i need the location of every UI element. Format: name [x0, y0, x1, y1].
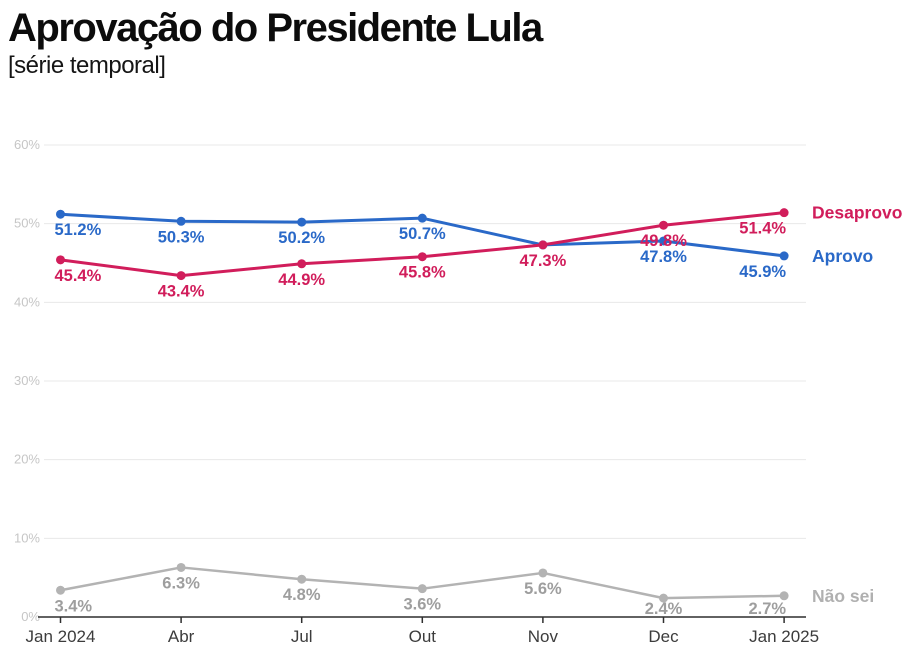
desaprovo-data-point[interactable]: [659, 220, 668, 230]
nao-sei-data-label: 5.6%: [524, 580, 562, 598]
nao-sei-data-label: 2.4%: [645, 600, 683, 618]
nao-sei-data-label: 6.3%: [162, 574, 200, 592]
nao-sei-data-label: 2.7%: [748, 600, 786, 618]
y-tick-label: 60%: [14, 137, 40, 152]
desaprovo-data-label: 49.8%: [640, 232, 687, 250]
x-tick-label: Jan 2024: [26, 627, 96, 646]
desaprovo-data-label: 45.4%: [55, 267, 102, 285]
x-tick-label: Nov: [528, 627, 559, 646]
y-tick-label: 20%: [14, 452, 40, 467]
series-end-label-desaprovo: Desaprovo: [812, 203, 902, 223]
aprovo-data-point[interactable]: [297, 217, 307, 227]
nao-sei-data-label: 3.4%: [55, 597, 93, 615]
nao-sei-data-label: 3.6%: [403, 596, 441, 614]
nao-sei-data-point[interactable]: [779, 591, 789, 601]
nao-sei-data-point[interactable]: [417, 584, 427, 594]
series-end-label-nao-sei: Não sei: [812, 586, 874, 606]
nao-sei-data-point[interactable]: [538, 568, 548, 578]
aprovo-data-point[interactable]: [659, 236, 668, 246]
page-title: Aprovação do Presidente Lula: [8, 6, 543, 50]
desaprovo-data-point[interactable]: [779, 208, 789, 218]
aprovo-data-label: 50.2%: [278, 229, 325, 247]
aprovo-data-label: 45.9%: [739, 263, 786, 281]
desaprovo-data-label: 47.3%: [520, 252, 567, 270]
aprovo-data-point[interactable]: [779, 251, 789, 261]
desaprovo-data-label: 51.4%: [739, 220, 786, 238]
desaprovo-data-point[interactable]: [538, 240, 548, 250]
aprovo-data-label: 50.7%: [399, 225, 446, 243]
nao-sei-data-point[interactable]: [659, 593, 668, 603]
x-tick-label: Jan 2025: [749, 627, 819, 646]
series-end-label-aprovo: Aprovo: [812, 246, 873, 266]
desaprovo-data-label: 44.9%: [278, 271, 325, 289]
aprovo-data-point[interactable]: [176, 216, 186, 226]
desaprovo-data-label: 45.8%: [399, 264, 446, 282]
y-tick-label: 40%: [14, 294, 40, 309]
aprovo-data-label: 50.3%: [158, 228, 205, 246]
desaprovo-data-point[interactable]: [56, 255, 65, 265]
y-tick-label: 10%: [14, 530, 40, 545]
aprovo-data-label: 47.8%: [640, 248, 687, 266]
page-subtitle: [série temporal]: [8, 52, 166, 79]
nao-sei-data-label: 4.8%: [283, 586, 321, 604]
y-tick-label: 50%: [14, 216, 40, 231]
nao-sei-data-point[interactable]: [176, 562, 186, 572]
aprovo-data-point[interactable]: [417, 213, 427, 223]
x-tick-label: Jul: [291, 627, 313, 646]
desaprovo-data-point[interactable]: [176, 271, 186, 281]
aprovo-data-label: 51.2%: [55, 221, 102, 239]
x-tick-label: Out: [409, 627, 437, 646]
y-tick-label: 30%: [14, 373, 40, 388]
nao-sei-data-point[interactable]: [56, 585, 65, 595]
desaprovo-data-label: 43.4%: [158, 283, 205, 301]
desaprovo-data-point[interactable]: [297, 259, 307, 269]
desaprovo-data-point[interactable]: [417, 252, 427, 262]
x-tick-label: Abr: [168, 627, 195, 646]
aprovo-data-point[interactable]: [56, 209, 65, 219]
y-tick-label: 0%: [21, 609, 40, 624]
nao-sei-data-point[interactable]: [297, 574, 307, 584]
chart-header: Aprovação do Presidente Lula [série temp…: [8, 6, 888, 80]
x-tick-label: Dec: [648, 627, 679, 646]
